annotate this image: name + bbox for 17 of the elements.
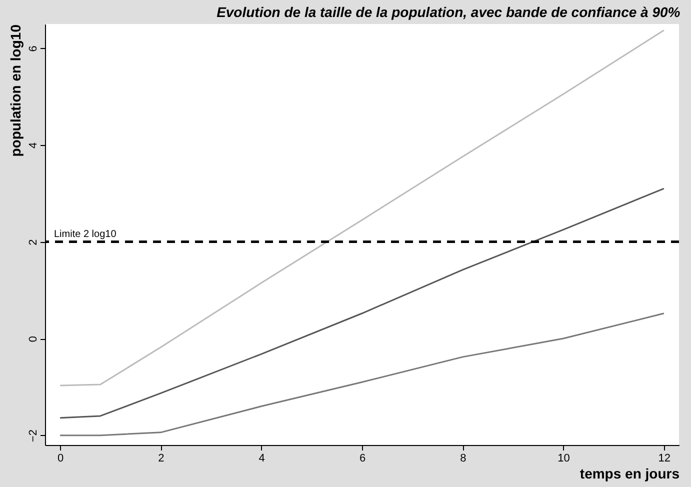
- x-tick-label: 4: [258, 452, 265, 464]
- x-tick-label: 10: [558, 452, 570, 464]
- x-axis-title: temps en jours: [580, 466, 680, 482]
- y-tick-label: 6: [28, 46, 40, 52]
- line-series: [59, 312, 665, 436]
- x-tick-label: 12: [658, 452, 671, 464]
- y-tick-label: 2: [28, 239, 40, 246]
- x-tick-label: 6: [359, 452, 366, 464]
- x-tick-label: 2: [158, 452, 164, 464]
- x-tick-label: 0: [58, 452, 64, 464]
- y-tick-label: 0: [28, 336, 40, 342]
- y-tick-label: 4: [28, 142, 40, 149]
- x-tick-label: 8: [460, 452, 466, 464]
- y-axis-title: population en log10: [8, 24, 24, 157]
- chart-title: Evolution de la taille de la population, avec bande de confiance à 90%: [216, 4, 681, 20]
- ref-line-label: Limite 2 log10: [54, 228, 117, 240]
- y-tick-label: −2: [28, 430, 40, 442]
